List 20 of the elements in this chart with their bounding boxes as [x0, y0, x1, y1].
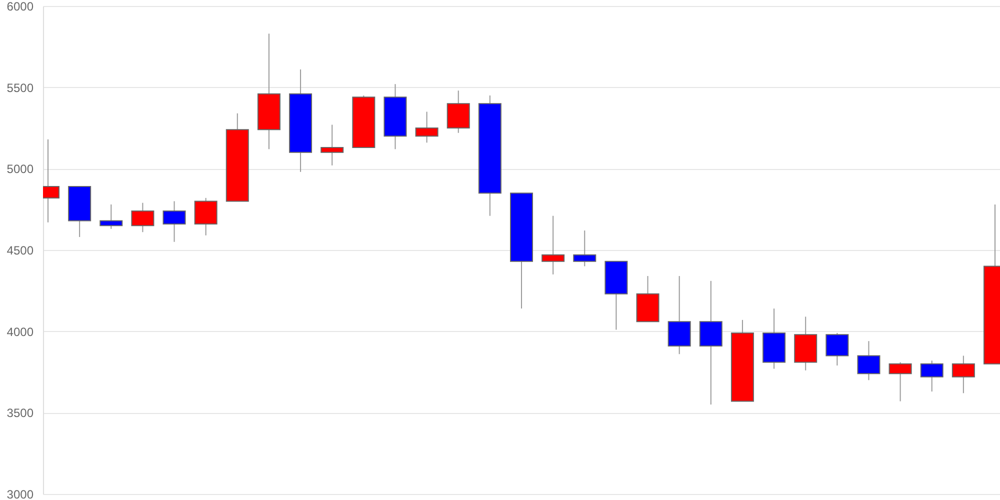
y-tick-label: 3500 [6, 406, 34, 420]
y-tick-label: 6000 [6, 0, 34, 14]
candlestick [952, 355, 975, 394]
candlestick [320, 124, 344, 166]
y-tick-label: 5000 [6, 162, 34, 176]
candlestick [857, 340, 880, 381]
candlestick [100, 204, 123, 230]
candlestick [920, 360, 944, 392]
y-tick-label: 3000 [6, 488, 34, 500]
y-tick-label: 4000 [6, 324, 34, 339]
candlestick [826, 332, 849, 366]
candlestick [131, 202, 154, 233]
candlestick [415, 111, 438, 144]
candlestick [194, 197, 218, 236]
y-tick-label: 4500 [6, 244, 34, 258]
y-tick-label: 5500 [6, 80, 34, 95]
candlestick [162, 200, 186, 242]
candlestick [888, 362, 912, 402]
candlestick [573, 230, 596, 267]
candlestick [542, 215, 565, 275]
